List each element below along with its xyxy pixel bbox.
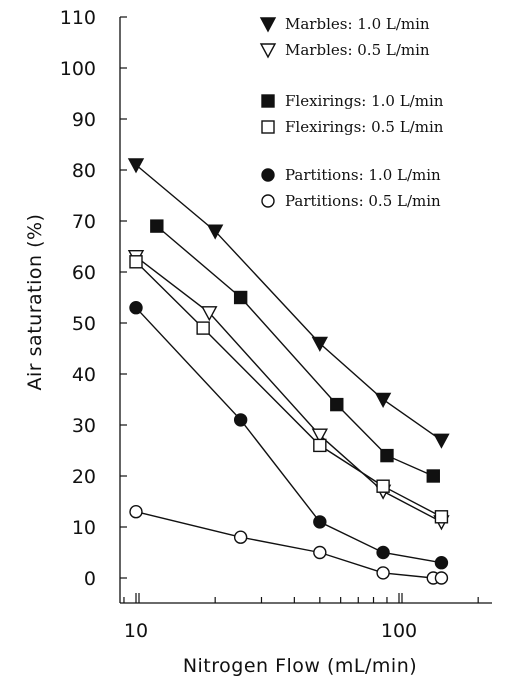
y-tick-label: 10 (72, 517, 96, 539)
legend-marker (259, 17, 277, 33)
y-tick-label: 60 (72, 262, 96, 284)
series-layer (127, 158, 450, 585)
y-tick-label: 110 (60, 7, 96, 29)
data-point (129, 301, 143, 315)
data-point (434, 510, 449, 524)
legend-label: Flexirings: 0.5 L/min (285, 118, 444, 136)
data-point (196, 321, 210, 335)
data-point (206, 224, 224, 240)
y-tick-label: 90 (72, 109, 96, 131)
data-point (233, 290, 248, 305)
y-tick-label: 70 (72, 211, 96, 233)
data-point (150, 219, 164, 233)
data-point (201, 306, 218, 322)
data-point (434, 571, 449, 585)
legend-marker (261, 120, 275, 134)
legend-marker (259, 43, 277, 59)
y-tick-label: 30 (72, 415, 96, 437)
series-markers (127, 158, 450, 585)
x-tick-label: 100 (381, 620, 417, 642)
data-point (434, 556, 449, 570)
data-point (129, 255, 143, 269)
legend-label: Partitions: 0.5 L/min (285, 192, 441, 210)
y-ticks: 0 10 20 30 40 50 60 70 80 90 100 110 (60, 7, 127, 590)
data-point (313, 515, 327, 529)
legend: Marbles: 1.0 L/min Marbles: 0.5 L/min Flex… (259, 15, 444, 210)
y-axis-title: Air saturation (%) (24, 214, 46, 391)
x-ticks: 10 100 (123, 593, 479, 642)
data-point (313, 545, 327, 560)
y-tick-label: 80 (72, 160, 96, 182)
y-tick-label: 50 (72, 313, 96, 335)
data-point (426, 469, 440, 483)
data-point (433, 433, 450, 449)
legend-label: Marbles: 1.0 L/min (285, 15, 430, 33)
y-tick-label: 20 (72, 466, 96, 488)
series-line (135, 261, 442, 518)
legend-label: Flexirings: 1.0 L/min (285, 92, 444, 110)
legend-marker (261, 94, 275, 108)
data-point (376, 566, 390, 580)
data-point (376, 545, 390, 560)
legend-label: Marbles: 0.5 L/min (285, 41, 430, 59)
data-point (127, 158, 145, 174)
data-point (376, 479, 390, 493)
series-line (135, 307, 442, 564)
series-lines (135, 164, 442, 579)
legend-label: Partitions: 1.0 L/min (285, 166, 441, 184)
series-line (156, 225, 434, 477)
y-tick-label: 40 (72, 364, 96, 386)
x-tick-label: 10 (124, 620, 148, 642)
data-point (313, 438, 327, 453)
x-axis-title: Nitrogen Flow (mL/min) (183, 655, 417, 677)
data-point (311, 428, 329, 444)
axes (119, 17, 492, 604)
legend-marker (261, 168, 275, 182)
data-point (129, 505, 143, 519)
y-tick-label: 0 (84, 568, 96, 590)
data-point (380, 448, 394, 463)
data-point (330, 397, 344, 412)
data-point (233, 530, 248, 544)
data-point (374, 392, 392, 408)
data-point (311, 336, 329, 352)
legend-marker (261, 194, 275, 208)
series-line (135, 511, 442, 579)
data-point (233, 413, 248, 427)
y-tick-label: 100 (60, 58, 96, 80)
